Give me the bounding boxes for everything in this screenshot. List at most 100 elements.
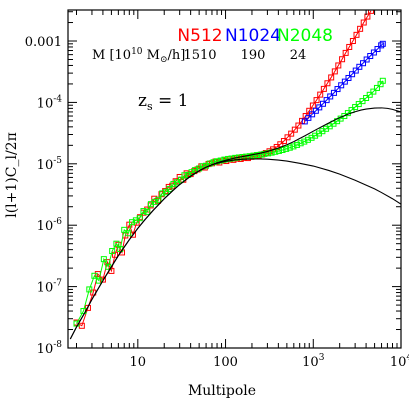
data-point — [170, 180, 177, 187]
data-point — [379, 40, 386, 47]
data-point — [349, 38, 356, 45]
data-point — [357, 25, 364, 32]
mass-label-unit-post: /h] — [168, 48, 186, 63]
redshift-annotation: zs = 1 — [138, 91, 189, 113]
y-axis-title: l(l+1)C_l/2π — [4, 132, 20, 218]
data-point — [352, 67, 359, 74]
data-point — [334, 86, 341, 93]
data-point — [366, 91, 373, 98]
data-point — [288, 130, 295, 137]
mass-label-main: M [10 — [92, 48, 131, 63]
data-point — [368, 10, 374, 14]
data-point — [345, 74, 352, 81]
series-n1024 — [301, 40, 386, 125]
data-point — [378, 42, 385, 49]
data-point — [105, 263, 112, 270]
redshift-subscript: s — [147, 100, 153, 113]
legend-n512: N512 — [177, 26, 222, 46]
data-point — [379, 77, 386, 84]
data-point — [109, 248, 116, 255]
data-point — [341, 78, 348, 85]
mass-value-n512: 1510 — [183, 48, 216, 63]
data-point — [370, 49, 377, 56]
data-point — [86, 286, 93, 293]
data-point — [84, 304, 91, 311]
data-point — [277, 141, 284, 148]
data-point — [290, 143, 297, 150]
curve-layer — [69, 107, 401, 340]
mass-label-unit-pre: M — [143, 48, 160, 63]
data-point — [254, 152, 261, 159]
data-point — [353, 31, 360, 38]
data-point — [304, 136, 311, 143]
data-point — [349, 71, 356, 78]
data-point — [181, 172, 188, 179]
data-point — [113, 240, 120, 247]
redshift-value: = 1 — [153, 91, 189, 111]
mass-row-label: M [1010 M⊙/h] — [92, 47, 185, 65]
x-tick-label: 103 — [302, 353, 325, 370]
data-point — [346, 43, 353, 50]
data-point — [159, 190, 166, 197]
model-curve-2 — [69, 158, 401, 340]
data-point — [335, 62, 342, 69]
data-point — [286, 144, 293, 151]
data-point — [283, 145, 290, 152]
data-point — [294, 141, 301, 148]
data-point — [177, 176, 184, 183]
data-point — [342, 49, 349, 56]
data-point — [309, 111, 316, 118]
data-point — [297, 140, 304, 147]
data-point — [328, 74, 335, 81]
y-tick-label: 10-7 — [37, 279, 63, 296]
data-point — [144, 208, 151, 215]
x-tick-label: 10 — [130, 355, 147, 370]
mass-label-unit-sub: ⊙ — [160, 55, 168, 65]
data-point — [319, 100, 326, 107]
data-point — [99, 276, 106, 283]
x-tick-label: 100 — [213, 355, 238, 370]
data-point — [305, 114, 312, 121]
mass-label-exp: 10 — [131, 47, 143, 57]
data-point — [360, 60, 367, 67]
data-point — [192, 167, 199, 174]
label-layer: 10 100 103 104 10-8 10-7 10-6 10-5 10-4 0.001 — [25, 35, 409, 370]
data-point — [323, 97, 330, 104]
data-point — [121, 226, 128, 233]
plot-frame — [67, 9, 402, 349]
data-point — [129, 219, 136, 226]
y-tick-label: 10-5 — [37, 156, 63, 173]
legend-n1024: N1024 — [225, 26, 281, 46]
data-point — [291, 126, 298, 133]
data-point — [279, 146, 286, 153]
data-point — [320, 85, 327, 92]
data-point — [339, 56, 346, 63]
data-point — [363, 56, 370, 63]
data-point — [317, 91, 324, 98]
data-point — [313, 97, 320, 104]
data-point — [363, 95, 370, 101]
data-point — [91, 272, 98, 279]
data-point — [257, 151, 264, 158]
data-point — [95, 277, 102, 284]
data-point — [359, 98, 366, 105]
data-point — [301, 138, 308, 145]
y-tick-label: 10-6 — [37, 217, 63, 234]
data-point — [312, 107, 319, 114]
data-point — [261, 150, 268, 157]
data-point — [100, 256, 107, 263]
mass-value-n1024: 190 — [241, 48, 266, 63]
data-point — [370, 88, 377, 95]
data-point — [136, 215, 143, 222]
data-point — [166, 185, 173, 192]
data-point — [301, 118, 308, 125]
data-point — [327, 93, 334, 100]
data-point — [338, 82, 345, 89]
tick-layer — [68, 10, 402, 349]
data-point — [374, 46, 381, 53]
redshift-z: z — [138, 91, 147, 111]
mass-value-n2048: 24 — [290, 48, 307, 63]
y-tick-label: 10-4 — [37, 94, 63, 111]
data-point — [373, 84, 380, 91]
